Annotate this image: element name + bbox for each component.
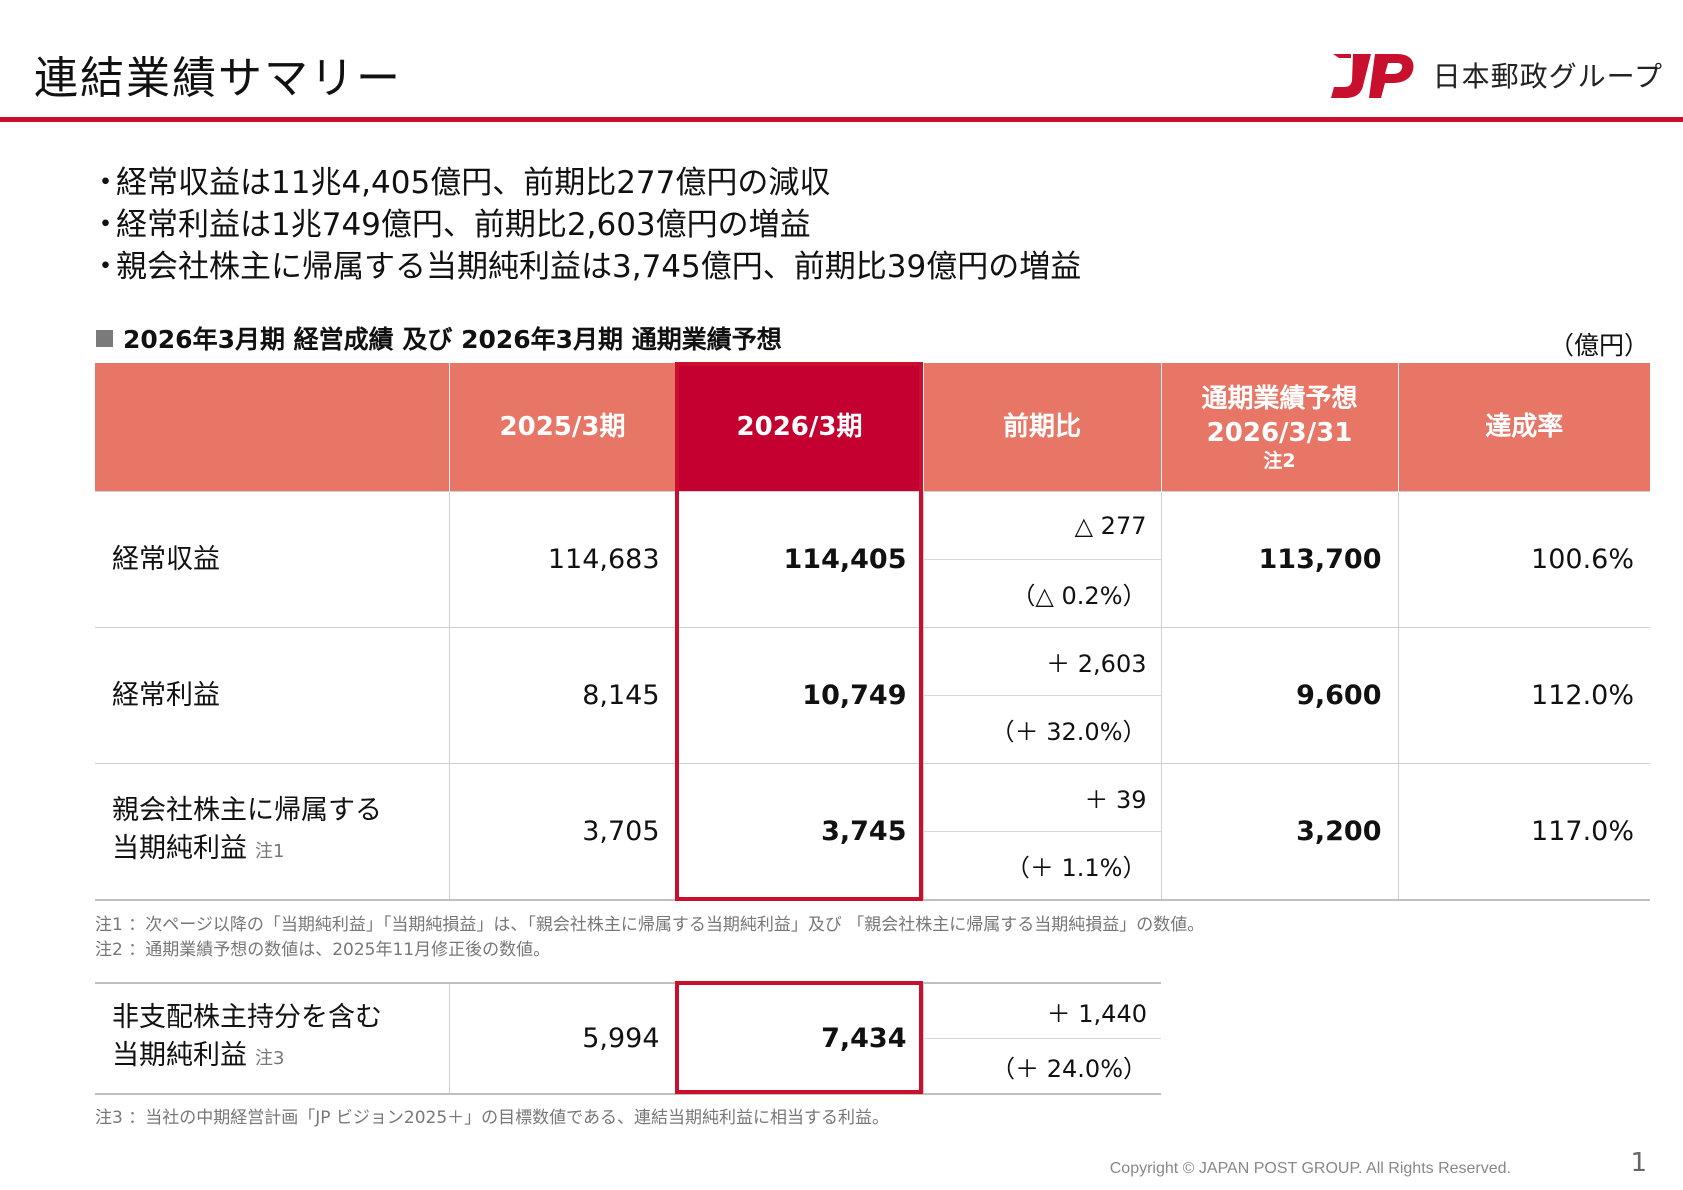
achievement-value: 117.0%: [1398, 763, 1650, 901]
prev-value: 8,145: [449, 627, 677, 764]
current-period-highlight-2: [675, 981, 923, 1094]
header-curr: 2026/3期: [676, 363, 924, 492]
yoy-pct: （＋ 32.0%）: [923, 695, 1162, 764]
table-row: 非支配株主持分を含む 当期純利益 注3 5,994 7,434 ＋ 1,440: [95, 983, 1161, 1095]
japan-post-logo: 日本郵政グループ: [1325, 50, 1663, 100]
prev-value: 5,994: [449, 983, 677, 1095]
prev-value: 114,683: [449, 491, 677, 628]
bullet-item: ・経常利益は1兆749億円、前期比2,603億円の増益: [90, 204, 1081, 246]
note-3-label: 注3: [255, 1048, 285, 1069]
row-label: 経常収益: [95, 491, 450, 628]
row-label: 親会社株主に帰属する 当期純利益 注1: [95, 763, 450, 901]
jp-logo-icon: [1330, 54, 1414, 98]
page-title: 連結業績サマリー: [34, 53, 402, 104]
section-title: 2026年3月期 経営成績 及び 2026年3月期 通期業績予想: [96, 320, 782, 356]
footnote-1: 注1 ：次ページ以降の「当期純利益」「当期純損益」は、「親会社株主に帰属する当期…: [95, 915, 1205, 935]
header-divider: [0, 117, 1683, 122]
square-bullet-icon: [96, 329, 113, 347]
curr-value: 114,405: [676, 491, 924, 628]
table-header-row: 2025/3期 2026/3期 前期比 通期業績予想 2026/3/31 注2 …: [95, 363, 1650, 492]
achievement-value: 100.6%: [1398, 491, 1650, 628]
bullet-item: ・経常収益は11兆4,405億円、前期比277億円の減収: [90, 162, 1081, 204]
table-row-sub: （△ 0.2%）: [95, 559, 1650, 628]
bullet-marker: ・: [90, 207, 121, 243]
achievement-value: 112.0%: [1398, 627, 1650, 764]
header-yoy: 前期比: [923, 363, 1162, 492]
note-1-label: 注1: [255, 841, 285, 862]
table-row: 親会社株主に帰属する 当期純利益 注1 3,705 3,745 ＋ 39 3,20…: [95, 763, 1650, 901]
bullet-item: ・親会社株主に帰属する当期純利益は3,745億円、前期比39億円の増益: [90, 246, 1081, 288]
page-number: 1: [1630, 1148, 1647, 1178]
bullet-marker: ・: [90, 165, 121, 201]
header-prev: 2025/3期: [449, 363, 677, 492]
unit-label: （億円）: [1548, 331, 1649, 360]
prev-value: 3,705: [449, 763, 677, 901]
table-row: 経常利益 8,145 10,749 ＋ 2,603 9,600 112.0%: [95, 627, 1650, 764]
yoy-pct: （△ 0.2%）: [923, 559, 1162, 628]
header-forecast: 通期業績予想 2026/3/31 注2: [1161, 363, 1399, 492]
yoy-abs: △ 277: [923, 491, 1162, 560]
table-row-sub: （＋ 1.1%）: [95, 831, 1650, 901]
curr-value: 10,749: [676, 627, 924, 764]
results-table: 2025/3期 2026/3期 前期比 通期業績予想 2026/3/31 注2 …: [95, 363, 1650, 901]
table-row-sub: （＋ 24.0%）: [95, 1038, 1161, 1095]
bullet-marker: ・: [90, 249, 121, 285]
footnote-3: 注3 ：当社の中期経営計画「JP ビジョン2025＋」の目標数値である、連結当期…: [95, 1108, 889, 1128]
logo-text: 日本郵政グループ: [1432, 60, 1663, 93]
minority-interest-table: 非支配株主持分を含む 当期純利益 注3 5,994 7,434 ＋ 1,440 （…: [95, 982, 1161, 1095]
row-label: 経常利益: [95, 627, 450, 764]
forecast-value: 9,600: [1161, 627, 1399, 764]
forecast-value: 3,200: [1161, 763, 1399, 901]
yoy-pct: （＋ 1.1%）: [923, 831, 1162, 901]
yoy-abs: ＋ 2,603: [923, 627, 1162, 696]
row-label: 非支配株主持分を含む 当期純利益 注3: [95, 983, 450, 1095]
yoy-abs: ＋ 39: [923, 763, 1162, 832]
copyright: Copyright © JAPAN POST GROUP. All Rights…: [1109, 1160, 1511, 1177]
yoy-pct: （＋ 24.0%）: [923, 1038, 1161, 1095]
table-row: 経常収益 114,683 114,405 △ 277 113,700 100.6…: [95, 491, 1650, 628]
header-achievement: 達成率: [1398, 363, 1650, 492]
footnote-2: 注2 ：通期業績予想の数値は、2025年11月修正後の数値。: [95, 940, 551, 960]
table-row-sub: （＋ 32.0%）: [95, 695, 1650, 764]
summary-bullets: ・経常収益は11兆4,405億円、前期比277億円の減収 ・経常利益は1兆749…: [90, 162, 1081, 288]
forecast-value: 113,700: [1161, 491, 1399, 628]
curr-value: 3,745: [676, 763, 924, 901]
curr-value: 7,434: [676, 983, 924, 1095]
header-empty: [95, 363, 450, 492]
current-period-highlight: [675, 362, 923, 901]
yoy-abs: ＋ 1,440: [923, 983, 1161, 1039]
note-2-label: 注2: [1263, 450, 1296, 472]
